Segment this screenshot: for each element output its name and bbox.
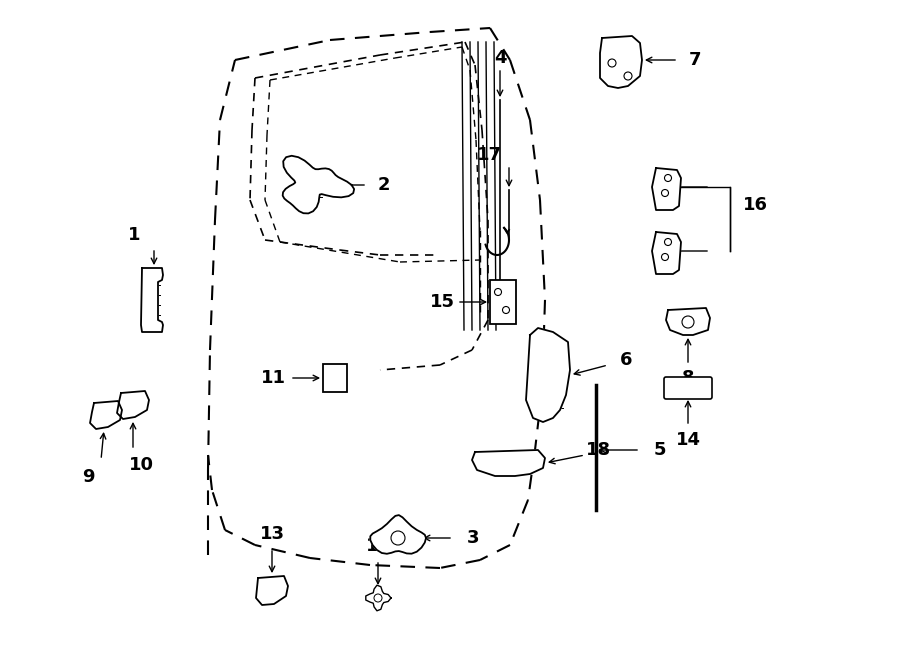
Polygon shape — [652, 168, 681, 210]
Circle shape — [608, 59, 616, 67]
Text: 7: 7 — [688, 51, 701, 69]
Circle shape — [374, 594, 382, 602]
Text: 9: 9 — [82, 468, 94, 486]
Bar — [490, 280, 516, 324]
Polygon shape — [600, 36, 642, 88]
Text: 17: 17 — [476, 146, 501, 164]
Polygon shape — [526, 328, 570, 422]
Polygon shape — [365, 585, 391, 611]
Polygon shape — [472, 450, 545, 476]
Text: 14: 14 — [676, 431, 700, 449]
Polygon shape — [283, 156, 354, 214]
Polygon shape — [90, 401, 122, 429]
Circle shape — [664, 175, 671, 182]
Text: 3: 3 — [467, 529, 479, 547]
Text: 18: 18 — [585, 441, 610, 459]
Text: 15: 15 — [429, 293, 454, 311]
Text: 13: 13 — [259, 525, 284, 543]
Text: 2: 2 — [378, 176, 391, 194]
Polygon shape — [256, 576, 288, 605]
Text: 8: 8 — [681, 369, 694, 387]
Polygon shape — [652, 232, 681, 274]
Text: 6: 6 — [620, 351, 632, 369]
Text: 1: 1 — [128, 226, 140, 244]
Text: 10: 10 — [129, 456, 154, 474]
Text: 4: 4 — [494, 49, 506, 67]
Text: 5: 5 — [653, 441, 666, 459]
Bar — [323, 364, 347, 392]
Circle shape — [624, 72, 632, 80]
Polygon shape — [370, 515, 426, 554]
Circle shape — [662, 190, 669, 196]
Circle shape — [502, 307, 509, 313]
Polygon shape — [117, 391, 149, 419]
FancyBboxPatch shape — [664, 377, 712, 399]
Polygon shape — [666, 308, 710, 335]
Polygon shape — [141, 268, 163, 332]
Circle shape — [662, 254, 669, 260]
Circle shape — [494, 288, 501, 295]
Circle shape — [391, 531, 405, 545]
Text: 16: 16 — [742, 196, 768, 214]
Circle shape — [664, 239, 671, 245]
Text: 12: 12 — [365, 537, 391, 555]
Text: 11: 11 — [260, 369, 285, 387]
Circle shape — [682, 316, 694, 328]
